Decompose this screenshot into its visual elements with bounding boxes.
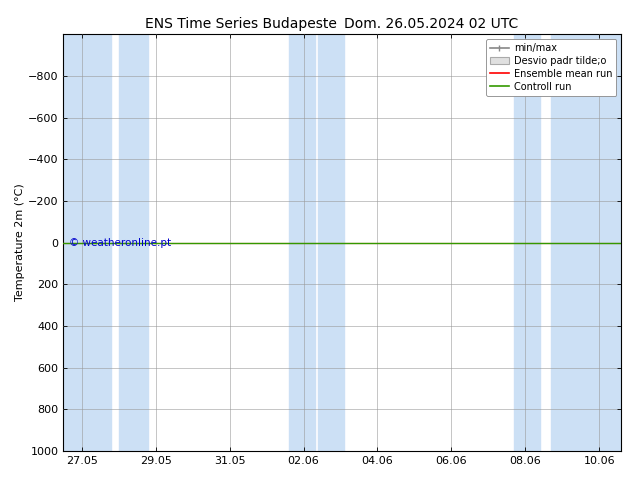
Bar [288, 34, 314, 451]
Text: ENS Time Series Budapeste: ENS Time Series Budapeste [145, 17, 337, 31]
Bar [514, 34, 540, 451]
Bar [318, 34, 344, 451]
Bar [119, 34, 148, 451]
Text: © weatheronline.pt: © weatheronline.pt [69, 238, 171, 248]
Bar [551, 34, 621, 451]
Text: Dom. 26.05.2024 02 UTC: Dom. 26.05.2024 02 UTC [344, 17, 518, 31]
Y-axis label: Temperature 2m (°C): Temperature 2m (°C) [15, 184, 25, 301]
Legend: min/max, Desvio padr tilde;o, Ensemble mean run, Controll run: min/max, Desvio padr tilde;o, Ensemble m… [486, 39, 616, 96]
Bar [63, 34, 112, 451]
